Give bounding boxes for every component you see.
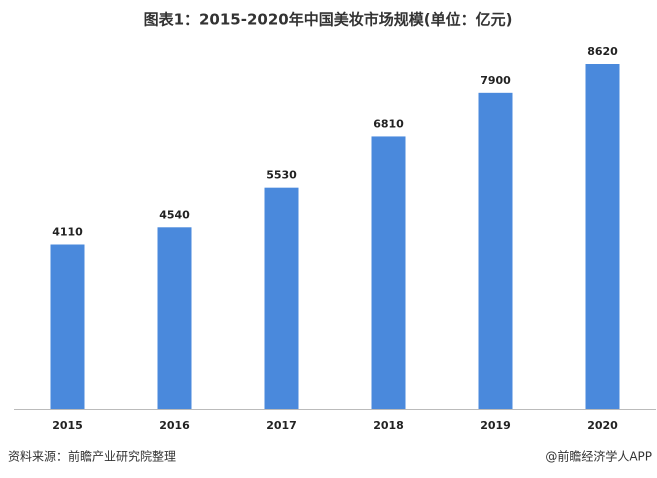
source: 资料来源：前瞻产业研究院整理 [8, 449, 176, 464]
brand: @前瞻经济学人APP [545, 449, 652, 464]
x-tick-label: 2018 [373, 419, 404, 432]
bar [371, 136, 406, 409]
bar [585, 64, 620, 409]
data-label: 4540 [159, 208, 190, 221]
x-tick-label: 2020 [587, 419, 618, 432]
bar [50, 244, 85, 409]
data-label: 5530 [266, 169, 297, 182]
data-label: 6810 [373, 117, 404, 130]
data-label: 8620 [587, 45, 618, 58]
bar [264, 187, 299, 409]
data-label: 7900 [480, 74, 511, 87]
data-label: 4110 [52, 226, 83, 239]
bar [157, 227, 192, 409]
x-tick-label: 2016 [159, 419, 190, 432]
x-tick-label: 2015 [52, 419, 83, 432]
bar [478, 92, 513, 409]
x-tick-label: 2017 [266, 419, 297, 432]
chart-title: 图表1：2015-2020年中国美妆市场规模(单位：亿元) [144, 11, 513, 29]
x-tick-label: 2019 [480, 419, 511, 432]
